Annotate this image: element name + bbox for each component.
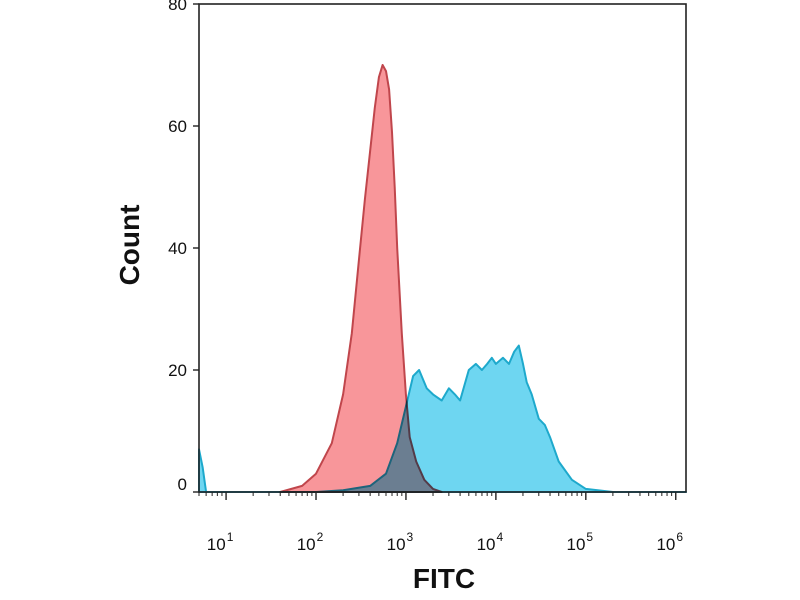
series-layer [198, 64, 687, 493]
x-tick-label: 105 [567, 530, 594, 554]
x-tick-label: 103 [387, 530, 414, 554]
y-tick-label: 40 [168, 239, 187, 258]
y-axis-title: Count [114, 205, 145, 286]
x-tick-label: 106 [656, 530, 683, 554]
histogram-series-2 [198, 344, 687, 493]
x-axis-title: FITC [413, 563, 475, 594]
y-tick-label: 60 [168, 117, 187, 136]
y-tick-label: 20 [168, 361, 187, 380]
y-tick-label: 80 [168, 0, 187, 14]
y-tick-label: 0 [178, 475, 187, 494]
x-tick-label: 104 [477, 530, 504, 554]
axes-layer: 0 20 40 60 80 101 102 103 104 105 106 [168, 0, 687, 554]
x-tick-label: 101 [207, 530, 234, 554]
x-tick-label: 102 [297, 530, 324, 554]
